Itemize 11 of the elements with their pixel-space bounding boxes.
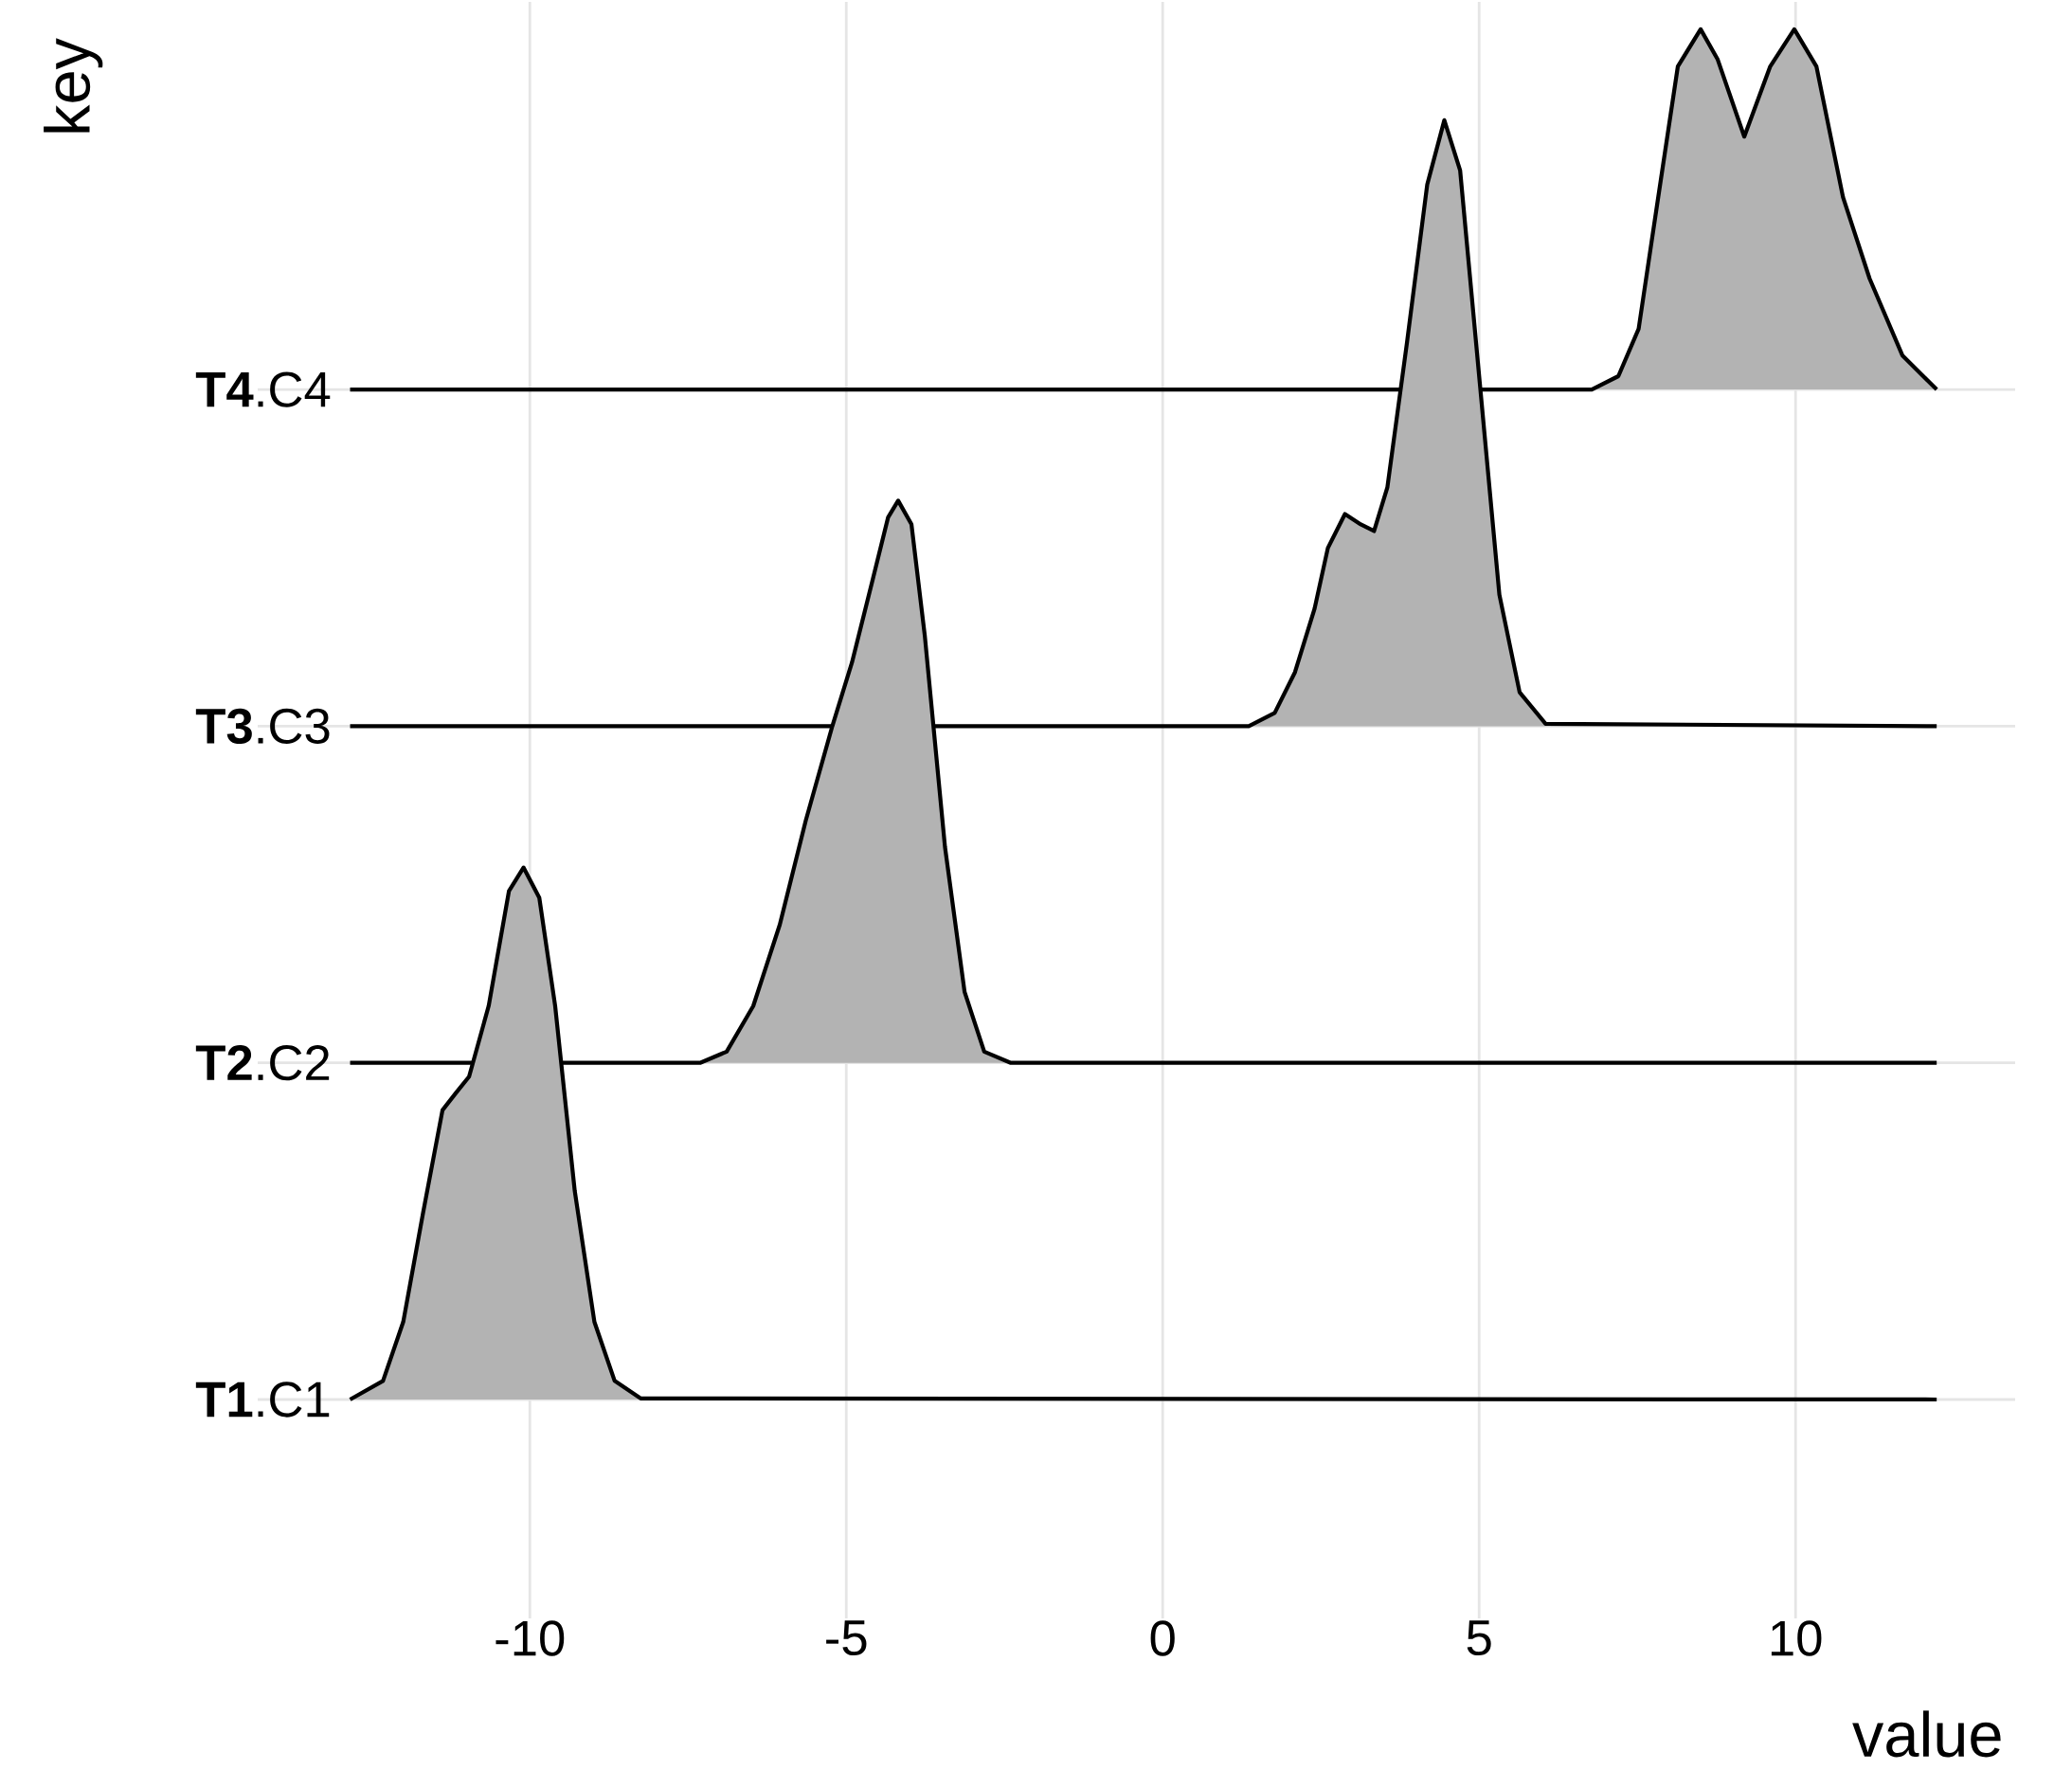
- y-axis-title: key: [44, 38, 103, 133]
- x-tick-label: 5: [1467, 1620, 1491, 1656]
- series-label: T3.C3: [195, 708, 330, 745]
- x-axis-title: value: [1852, 1710, 2001, 1758]
- series-label: T4.C4: [195, 371, 331, 407]
- x-tick-label: -5: [826, 1620, 867, 1656]
- x-tick-label: 0: [1150, 1620, 1175, 1656]
- series-label: T1.C1: [195, 1382, 330, 1418]
- x-tick-label: 10: [1771, 1620, 1822, 1656]
- series-label: T2.C2: [195, 1045, 330, 1081]
- x-tick-label: -10: [495, 1620, 565, 1656]
